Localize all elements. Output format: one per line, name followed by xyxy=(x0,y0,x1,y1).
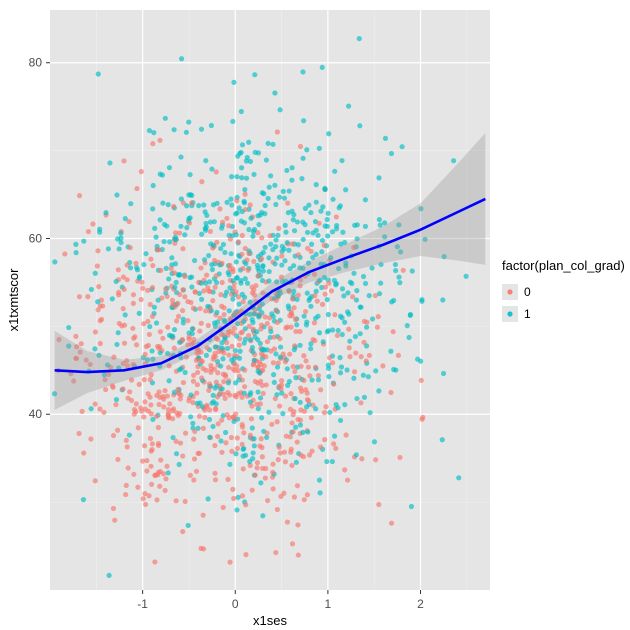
y-tick-label: 40 xyxy=(29,407,43,421)
legend-key-icon xyxy=(507,311,512,316)
scatter-chart: -1 0 1 2 40 60 80 x1ses x1txmtscor factor(plan_c… xyxy=(0,0,630,630)
x-tick-label: 0 xyxy=(232,597,239,611)
y-axis-label: x1txmtscor xyxy=(6,268,21,332)
legend-key-icon xyxy=(507,289,512,294)
x-tick-label: -1 xyxy=(137,597,148,611)
y-tick-label: 60 xyxy=(29,231,43,245)
x-axis-label: x1ses xyxy=(253,613,287,628)
x-tick-label: 2 xyxy=(417,597,424,611)
legend-title: factor(plan_col_grad) xyxy=(502,258,625,273)
y-tick-label: 80 xyxy=(29,56,43,70)
legend: factor(plan_col_grad) 0 1 xyxy=(502,258,625,322)
legend-item-label: 1 xyxy=(524,307,531,321)
x-tick-label: 1 xyxy=(325,597,332,611)
legend-item-label: 0 xyxy=(524,285,531,299)
